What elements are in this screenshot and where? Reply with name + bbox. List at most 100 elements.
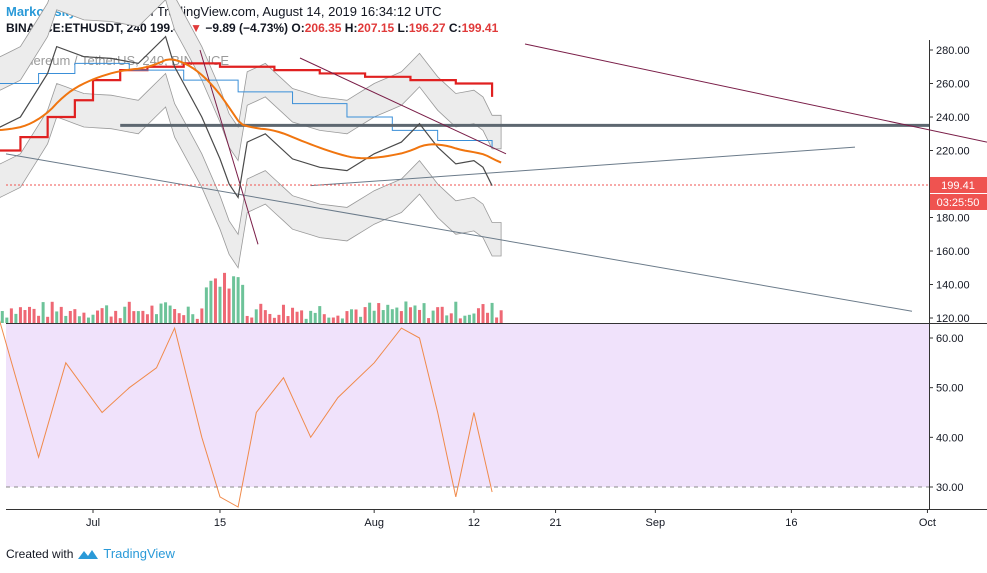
volume-bar [363, 307, 367, 323]
volume-bar [295, 311, 299, 323]
volume-bar [164, 302, 168, 323]
time-tick-label: 12 [468, 517, 480, 529]
volume-bar [141, 310, 145, 323]
price-tick-label: 220.00 [936, 146, 970, 158]
rsi-axis: 60.00 50.00 40.00 30.00 [929, 333, 964, 494]
blue-step-line [0, 62, 493, 148]
volume-bar [0, 311, 4, 323]
time-tick-label: Jul [86, 517, 100, 529]
volume-bar [463, 315, 467, 323]
volume-bar [250, 317, 254, 323]
price-tag-bg [930, 176, 987, 193]
time-tick-label: 16 [785, 517, 797, 529]
price-tick-label: 240.00 [936, 112, 970, 124]
time-axis: Jul 15 Aug 12 21 Sep 16 Oct [86, 509, 936, 529]
volume-bar [9, 308, 13, 323]
volume-bar [37, 315, 41, 323]
volume-bar [227, 288, 231, 323]
volume-bar [436, 307, 440, 323]
tradingview-brand[interactable]: TradingView [103, 546, 175, 561]
price-series [0, 35, 502, 199]
footer: Created with TradingView [6, 546, 175, 561]
volume-bar [18, 307, 22, 323]
close-label: C: [448, 21, 462, 35]
volume-bar [445, 315, 449, 323]
channel-trendline [299, 57, 507, 155]
volume-bar [427, 318, 431, 323]
volume-bar [277, 314, 281, 323]
volume-bars [0, 272, 503, 323]
volume-bar [368, 302, 372, 323]
volume-bar [177, 313, 181, 323]
volume-bar [413, 305, 417, 323]
volume-bar [105, 305, 109, 323]
volume-bar [150, 305, 154, 323]
price-tag-label: 199.41 [941, 180, 975, 192]
volume-bar [114, 310, 118, 323]
volume-bar [313, 312, 317, 323]
volume-bar [359, 316, 363, 323]
volume-bar [123, 306, 127, 323]
volume-bar [467, 314, 471, 323]
volume-bar [476, 308, 480, 323]
volume-bar [50, 301, 54, 323]
volume-bar [132, 311, 136, 323]
volume-bar [86, 317, 90, 323]
volume-bar [41, 302, 45, 323]
volume-bar [77, 316, 81, 323]
volume-bar [223, 272, 227, 323]
volume-bar [490, 302, 494, 323]
volume-bar [322, 314, 326, 323]
volume-bar [232, 276, 236, 323]
volume-bar [154, 314, 158, 323]
volume-bar [331, 317, 335, 323]
rsi-line [0, 320, 493, 508]
volume-bar [218, 286, 222, 323]
volume-bar [422, 303, 426, 323]
rsi-tick-label: 40.00 [936, 432, 964, 444]
time-tick-label: 15 [214, 517, 226, 529]
down-arrow-icon: ▼ [190, 21, 202, 35]
change-text: −9.89 (−4.73%) [205, 21, 289, 35]
high-label: H: [344, 21, 358, 35]
volume-bar [100, 308, 104, 323]
volume-bar [263, 310, 267, 323]
volume-bar [300, 310, 304, 323]
volume-bar [336, 315, 340, 323]
tradingview-logo-icon [78, 549, 99, 559]
volume-bar [136, 311, 140, 323]
volume-bar [259, 303, 263, 323]
volume-bar [327, 317, 331, 323]
volume-bar [486, 312, 490, 323]
countdown-tag-label: 03:25:50 [937, 197, 980, 209]
rsi-series [0, 320, 493, 508]
price-tick-label: 280.00 [936, 45, 970, 57]
volume-bar [395, 307, 399, 323]
volume-bar [82, 312, 86, 323]
volume-bar [268, 313, 272, 323]
volume-bar [345, 311, 349, 323]
volume-bar [495, 317, 499, 323]
rsi-tick-label: 50.00 [936, 383, 964, 395]
price-tick-label: 120.00 [936, 313, 970, 325]
descending-trendline [5, 153, 913, 312]
time-tick-label: Oct [919, 517, 936, 529]
lower-band [0, 72, 502, 269]
volume-bar [73, 309, 77, 323]
volume-bar [399, 311, 403, 323]
envelope-bands [0, 0, 502, 269]
volume-bar [458, 318, 462, 323]
volume-bar [209, 280, 213, 323]
ema-line [0, 58, 502, 164]
volume-bar [200, 308, 204, 323]
volume-bar [191, 314, 195, 323]
volume-bar [96, 310, 100, 323]
volume-bar [14, 313, 18, 323]
countdown-tag-bg [930, 193, 987, 210]
open-label: O: [291, 21, 305, 35]
volume-bar [440, 306, 444, 323]
maroon-trendline [524, 43, 987, 143]
volume-bar [304, 318, 308, 323]
volume-bar [318, 306, 322, 323]
